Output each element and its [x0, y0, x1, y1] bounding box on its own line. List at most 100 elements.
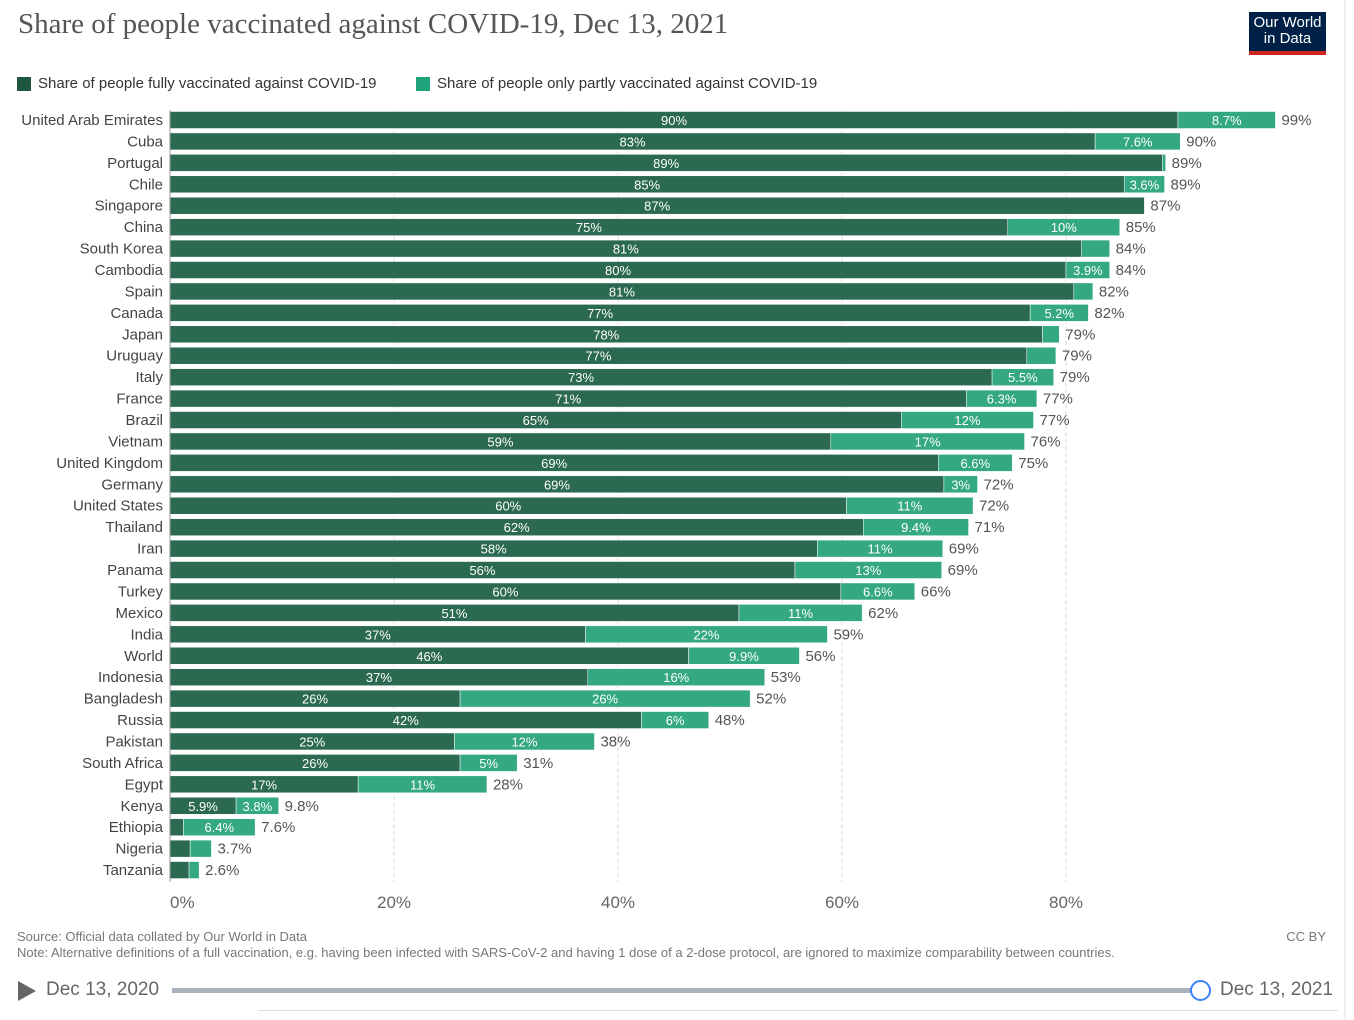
bar-partial-label: 22% [693, 627, 719, 642]
bar-full-label: 83% [620, 134, 646, 149]
bar-full-label: 56% [469, 563, 495, 578]
bar-partial-label: 13% [855, 563, 881, 578]
bar-partial [587, 668, 765, 686]
bar-partial [454, 732, 595, 751]
country-label: Egypt [125, 776, 164, 793]
country-label: Bangladesh [84, 691, 163, 708]
bar-full [169, 839, 191, 858]
bar-partial [459, 689, 751, 708]
bar-partial [357, 775, 488, 794]
bar-total-label: 48% [715, 712, 745, 729]
legend-item-partial[interactable]: Share of people only partly vaccinated a… [416, 75, 817, 92]
bar-partial [1029, 304, 1089, 322]
bar-partial [235, 797, 279, 815]
country-label: Chile [129, 176, 163, 193]
bar-partial-label: 26% [592, 692, 618, 707]
bar-total-label: 38% [600, 733, 630, 750]
bar-partial-label: 5.2% [1044, 306, 1074, 321]
bar-partial-label: 11% [410, 777, 435, 792]
bar-total-label: 28% [493, 776, 523, 793]
bar-total-label: 99% [1281, 112, 1311, 129]
country-label: France [116, 391, 163, 408]
timeline-slider[interactable] [172, 988, 1200, 993]
bar-partial [641, 711, 709, 729]
bar-total-label: 89% [1171, 176, 1201, 193]
timeline-end-date[interactable]: Dec 13, 2021 [1220, 979, 1334, 1000]
bar-full-label: 75% [576, 220, 602, 235]
bar-full-label: 87% [644, 199, 670, 214]
bar-partial [1162, 154, 1166, 172]
bar-partial-label: 6.6% [960, 456, 990, 471]
bar-total-label: 76% [1031, 433, 1061, 450]
bar-partial-label: 6.4% [204, 820, 234, 835]
bar-partial [846, 496, 974, 515]
bar-partial-label: 12% [511, 734, 537, 749]
country-label: Spain [125, 283, 163, 300]
bar-partial [1065, 261, 1110, 279]
country-label: South Korea [80, 241, 164, 258]
license-link[interactable]: CC BY [1286, 929, 1326, 944]
bar-partial [738, 604, 863, 622]
country-label: China [124, 219, 164, 236]
country-label: Turkey [118, 583, 164, 600]
bar-total-label: 69% [948, 562, 978, 579]
bar-total-label: 72% [979, 498, 1009, 515]
bar-full-label: 77% [585, 349, 611, 364]
timeline-start-date[interactable]: Dec 13, 2020 [46, 979, 160, 1000]
bar-total-label: 79% [1060, 369, 1090, 386]
bar-partial-label: 16% [663, 670, 689, 685]
country-label: South Africa [82, 755, 164, 772]
bar-partial [943, 475, 978, 494]
x-tick-label: 60% [825, 893, 859, 912]
play-icon[interactable] [18, 981, 36, 1001]
bar-full-label: 73% [568, 370, 594, 385]
bar-total-label: 82% [1094, 305, 1124, 322]
timeline-handle[interactable] [1190, 980, 1211, 1001]
bar-partial [938, 454, 1013, 472]
bar-partial [794, 561, 942, 579]
country-label: Brazil [125, 412, 163, 429]
bar-full-label: 37% [366, 670, 392, 685]
bar-full-label: 42% [393, 713, 419, 728]
bar-total-label: 7.6% [261, 819, 295, 836]
bar-partial [1026, 346, 1057, 365]
legend-swatch-full [17, 76, 31, 91]
bar-full-label: 62% [504, 520, 530, 535]
bar-partial [189, 839, 212, 858]
country-label: Panama [107, 562, 164, 579]
country-label: Thailand [105, 519, 163, 536]
bar-partial-label: 7.6% [1123, 134, 1153, 149]
country-label: Japan [122, 326, 163, 343]
bar-full-label: 69% [541, 456, 567, 471]
bar-partial [1007, 218, 1121, 236]
bar-total-label: 82% [1099, 283, 1129, 300]
country-label: Russia [117, 712, 164, 729]
bar-total-label: 9.8% [285, 798, 319, 815]
bar-total-label: 79% [1065, 326, 1095, 343]
bar-full-label: 60% [495, 499, 521, 514]
bar-full-label: 69% [544, 477, 570, 492]
owid-logo[interactable]: Our World in Data [1249, 12, 1326, 55]
bar-partial [585, 625, 828, 644]
bar-partial [966, 389, 1038, 408]
bar-full-label: 26% [302, 692, 328, 707]
bar-partial-label: 5% [479, 756, 498, 771]
source-text: Source: Official data collated by Our Wo… [17, 929, 307, 944]
legend-item-full[interactable]: Share of people fully vaccinated against… [17, 75, 377, 92]
bar-total-label: 66% [921, 583, 951, 600]
bar-total-label: 84% [1116, 262, 1146, 279]
scrollbar[interactable] [1344, 0, 1346, 1019]
bar-partial-label: 17% [915, 434, 941, 449]
country-label: Italy [135, 369, 163, 386]
country-label: Kenya [120, 798, 163, 815]
bar-partial-label: 10% [1051, 220, 1077, 235]
bar-total-label: 72% [984, 476, 1014, 493]
country-label: India [130, 626, 163, 643]
bar-total-label: 31% [523, 755, 553, 772]
bar-partial [688, 647, 800, 665]
bar-full-label: 65% [523, 413, 549, 428]
bar-total-label: 56% [805, 648, 835, 665]
bar-full-label: 17% [251, 777, 277, 792]
bar-full-label: 59% [487, 434, 513, 449]
bar-total-label: 62% [868, 605, 898, 622]
